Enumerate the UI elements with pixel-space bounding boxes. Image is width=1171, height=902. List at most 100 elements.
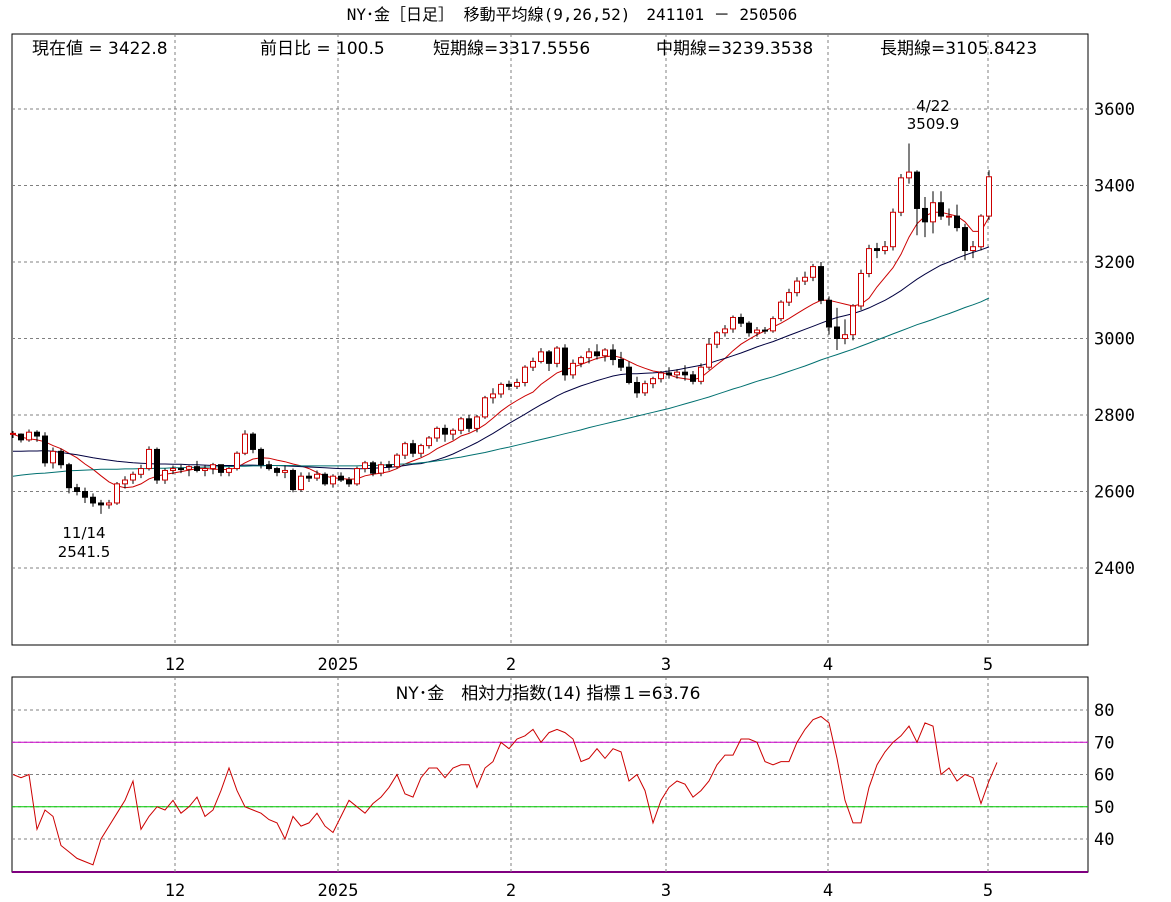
candle-body-up	[282, 469, 288, 473]
candlestick	[66, 462, 72, 494]
candlestick	[978, 214, 984, 251]
candle-body-up	[234, 452, 240, 470]
candle-body-down	[346, 479, 352, 485]
high-annotation-value: 3509.9	[907, 115, 960, 133]
candle-body-down	[546, 351, 552, 364]
candlestick	[498, 382, 504, 398]
candle-body-up	[578, 357, 584, 364]
candlestick	[274, 466, 280, 477]
candlestick	[594, 344, 600, 360]
candlestick	[618, 351, 624, 372]
candle-body-up	[122, 479, 128, 485]
candle-body-up	[650, 378, 656, 385]
candlestick	[802, 271, 808, 285]
candlestick	[402, 441, 408, 459]
candlestick	[786, 288, 792, 306]
candle-body-up	[26, 431, 32, 441]
candlestick	[378, 461, 384, 477]
candlestick	[674, 369, 680, 379]
candle-body-up	[226, 468, 232, 473]
candlestick	[554, 346, 560, 368]
candle-body-up	[474, 416, 480, 429]
candlestick	[474, 415, 480, 433]
candle-body-up	[866, 248, 872, 274]
candlestick	[450, 428, 456, 440]
candle-body-down	[90, 496, 96, 504]
candle-body-up	[730, 316, 736, 330]
candlestick	[290, 468, 296, 493]
rsi-x-axis: 12 2025 2 3 4 5	[165, 881, 993, 901]
candle-body-up	[298, 475, 304, 491]
candlestick	[338, 472, 344, 482]
candle-body-up	[106, 502, 112, 506]
x-tick-label: 2025	[318, 655, 359, 675]
candlestick	[770, 316, 776, 333]
candle-body-down	[266, 464, 272, 470]
candlestick	[122, 476, 128, 489]
candle-body-up	[522, 366, 528, 383]
candle-body-up	[378, 464, 384, 474]
candle-body-up	[794, 280, 800, 294]
candle-body-down	[594, 351, 600, 357]
x-tick-label: 2	[506, 655, 516, 675]
candle-body-down	[66, 464, 72, 489]
candlestick	[186, 465, 192, 477]
candlestick	[882, 240, 888, 255]
candlestick	[890, 208, 896, 251]
info-long-ma: 長期線=3105.8423	[880, 39, 1037, 59]
candle-body-down	[338, 475, 344, 481]
y-tick-label: 3000	[1094, 330, 1135, 350]
candlestick	[874, 242, 880, 259]
candle-body-up	[490, 393, 496, 399]
candlestick	[506, 380, 512, 391]
candle-body-up	[850, 305, 856, 336]
candlestick	[442, 424, 448, 442]
candle-body-down	[42, 435, 48, 464]
candle-body-down	[618, 359, 624, 368]
candlestick	[722, 325, 728, 337]
candle-body-down	[914, 171, 920, 209]
candlestick	[762, 327, 768, 334]
candle-body-down	[274, 468, 280, 473]
candlestick	[754, 327, 760, 337]
candle-body-up	[402, 443, 408, 456]
candlestick	[730, 315, 736, 333]
candle-body-down	[218, 464, 224, 473]
candlestick	[170, 465, 176, 475]
candlestick	[82, 487, 88, 503]
candlestick	[690, 371, 696, 385]
candle-body-up	[602, 349, 608, 357]
candle-body-up	[786, 292, 792, 303]
x-tick-label: 4	[823, 655, 833, 675]
candlestick	[626, 361, 632, 385]
candlestick	[202, 465, 208, 477]
rsi-panel: 40 50 60 70 80 12 2025 2 3 4 5 NY･金 相対力指数(14) 指標１…	[11, 676, 1114, 901]
candle-body-up	[770, 318, 776, 332]
candle-body-down	[826, 299, 832, 328]
candle-body-up	[450, 429, 456, 435]
candle-body-up	[434, 427, 440, 439]
candlestick	[18, 433, 24, 443]
candle-body-down	[762, 329, 768, 332]
candlestick	[938, 191, 944, 220]
candlestick	[218, 464, 224, 477]
x-tick-label: 3	[661, 655, 671, 675]
candlestick	[858, 269, 864, 310]
candle-body-up	[362, 462, 368, 470]
candle-body-down	[922, 207, 928, 223]
candle-body-up	[210, 464, 216, 470]
candle-body-up	[354, 468, 360, 485]
high-annotation-date: 4/22	[916, 97, 950, 115]
candlestick	[810, 263, 816, 282]
candle-body-down	[82, 491, 88, 498]
rsi-x-tick-label: 2	[506, 881, 516, 901]
candlestick	[362, 460, 368, 473]
candlestick	[538, 348, 544, 364]
candlestick	[738, 313, 744, 328]
candlestick	[370, 460, 376, 477]
candle-body-down	[626, 366, 632, 383]
candlestick	[346, 476, 352, 487]
candle-body-up	[514, 381, 520, 387]
candle-body-down	[690, 374, 696, 382]
